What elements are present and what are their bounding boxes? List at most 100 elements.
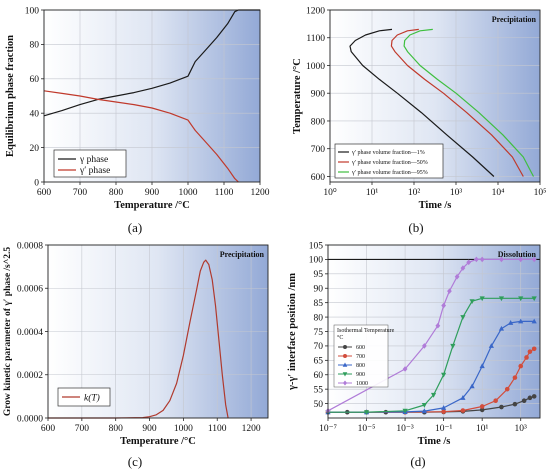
- y-axis-label: Equilibrium phase fraction: [5, 35, 16, 157]
- data-point: [421, 403, 427, 408]
- legend-entry: γ′ phase: [79, 166, 110, 176]
- legend-entry: γ′ phase volume fraction—95%: [351, 169, 428, 176]
- data-point: [518, 318, 524, 324]
- data-point: [421, 343, 427, 349]
- legend-entry: γ′ phase volume fraction—1%: [351, 149, 425, 156]
- panel-label: (d): [410, 454, 425, 469]
- x-tick-label: 10¹: [476, 424, 489, 434]
- x-tick-label: 800: [109, 188, 124, 198]
- legend-title: Isothermal Temperature: [337, 328, 395, 334]
- y-tick-label: 0.0004: [17, 328, 43, 338]
- x-tick-label: 10⁰: [323, 187, 337, 198]
- x-tick-label: 1000: [179, 188, 198, 198]
- y-axis-label: Grow kinetic parameter of γ′ phase /s^2.…: [3, 247, 13, 417]
- series-line: [349, 28, 495, 177]
- data-point: [454, 273, 460, 280]
- x-tick-label: 10³: [515, 424, 528, 434]
- data-point: [441, 409, 446, 414]
- x-tick-label: 10⁻⁷: [319, 424, 337, 434]
- data-point: [518, 256, 524, 263]
- series-line: [327, 258, 535, 412]
- panel-label: (b): [408, 220, 423, 235]
- y-tick-label: 0.0006: [17, 285, 43, 295]
- data-point: [498, 325, 505, 331]
- x-axis-label: Time /s: [418, 436, 451, 447]
- chart-panel-b: 10⁰ 10¹ 10² 10³ 10⁴ 10⁵ 600 700 800 900 1000 1100 12…: [292, 6, 546, 235]
- data-point: [499, 404, 504, 410]
- data-point: [469, 383, 475, 389]
- data-point: [531, 346, 537, 352]
- chart-panel-d: 10⁻⁷ 10⁻⁵ 10⁻³ 10⁻¹ 10¹ 10³ 50 55 60 65 70 75 80 85 90…: [287, 241, 541, 469]
- y-axis-label: Temperature /°C: [292, 58, 303, 134]
- y-tick-label: 0.0000: [17, 414, 43, 424]
- y-tick-label: 55: [314, 385, 324, 395]
- y-tick-label: 1200: [306, 6, 325, 16]
- legend-entry: γ phase: [79, 155, 108, 165]
- x-axis-label: Temperature /°C: [120, 436, 196, 447]
- x-tick-label: 1200: [242, 424, 261, 434]
- x-tick-label: 1200: [251, 188, 270, 198]
- plot-frame: [327, 244, 541, 419]
- x-tick-label: 900: [142, 424, 157, 434]
- y-axis-label: γ-γ′ interface position /nm: [287, 273, 298, 391]
- y-tick-label: 100: [25, 6, 40, 16]
- data-point: [527, 349, 533, 354]
- x-tick-label: 1100: [215, 188, 234, 198]
- plot-frame: [47, 244, 269, 419]
- y-tick-label: 75: [314, 328, 324, 338]
- legend-marker: [343, 345, 347, 349]
- data-point: [512, 375, 518, 380]
- data-point: [518, 363, 524, 369]
- legend-entry: 900: [356, 372, 365, 378]
- x-axis-label: Time /s: [419, 200, 452, 211]
- x-tick-label: 10⁻¹: [435, 424, 453, 434]
- data-point: [441, 302, 447, 309]
- data-point: [479, 296, 485, 302]
- legend-marker: [342, 372, 348, 377]
- data-point: [435, 322, 441, 329]
- data-point: [499, 256, 504, 263]
- y-tick-label: 60: [30, 75, 40, 85]
- data-point: [479, 363, 485, 369]
- legend-entry: 600: [356, 345, 365, 351]
- y-tick-label: 900: [311, 90, 326, 100]
- data-point: [466, 259, 472, 266]
- plot-frame: [329, 9, 541, 183]
- data-point: [402, 408, 408, 414]
- legend-entry: 800: [356, 363, 365, 369]
- x-axis-label: Temperature /°C: [114, 200, 190, 211]
- y-tick-label: 1000: [306, 62, 325, 72]
- legend-entry: 700: [356, 354, 365, 360]
- data-point: [531, 256, 537, 263]
- data-point: [441, 372, 447, 378]
- data-point: [469, 299, 475, 305]
- data-point: [479, 256, 485, 263]
- y-tick-label: 0.0008: [17, 241, 43, 251]
- y-tick-label: 0.0002: [17, 371, 43, 381]
- data-point: [479, 404, 485, 409]
- data-point: [531, 296, 537, 302]
- x-tick-label: 10¹: [366, 188, 379, 198]
- series-line: [390, 28, 524, 177]
- data-point: [518, 296, 524, 302]
- data-point: [504, 386, 510, 392]
- series-line: [43, 90, 239, 183]
- chart-panel-c: 600 700 800 900 1000 1100 1200 0.0000 0.0002 0.00…: [3, 241, 269, 469]
- annotation-label: Dissolution: [498, 250, 537, 259]
- x-tick-label: 1000: [174, 424, 193, 434]
- y-tick-label: 90: [314, 285, 324, 295]
- panel-label: (a): [128, 220, 142, 235]
- y-tick-label: 80: [30, 41, 40, 51]
- y-tick-label: 40: [30, 110, 40, 120]
- data-point: [447, 288, 452, 294]
- legend-box: [53, 149, 127, 178]
- y-tick-label: 95: [314, 270, 324, 280]
- data-point: [430, 392, 437, 398]
- data-point: [450, 343, 456, 349]
- data-point: [531, 318, 537, 324]
- legend-marker: [342, 362, 348, 367]
- data-point: [524, 355, 529, 360]
- data-point: [460, 408, 466, 413]
- x-tick-label: 10³: [450, 188, 463, 198]
